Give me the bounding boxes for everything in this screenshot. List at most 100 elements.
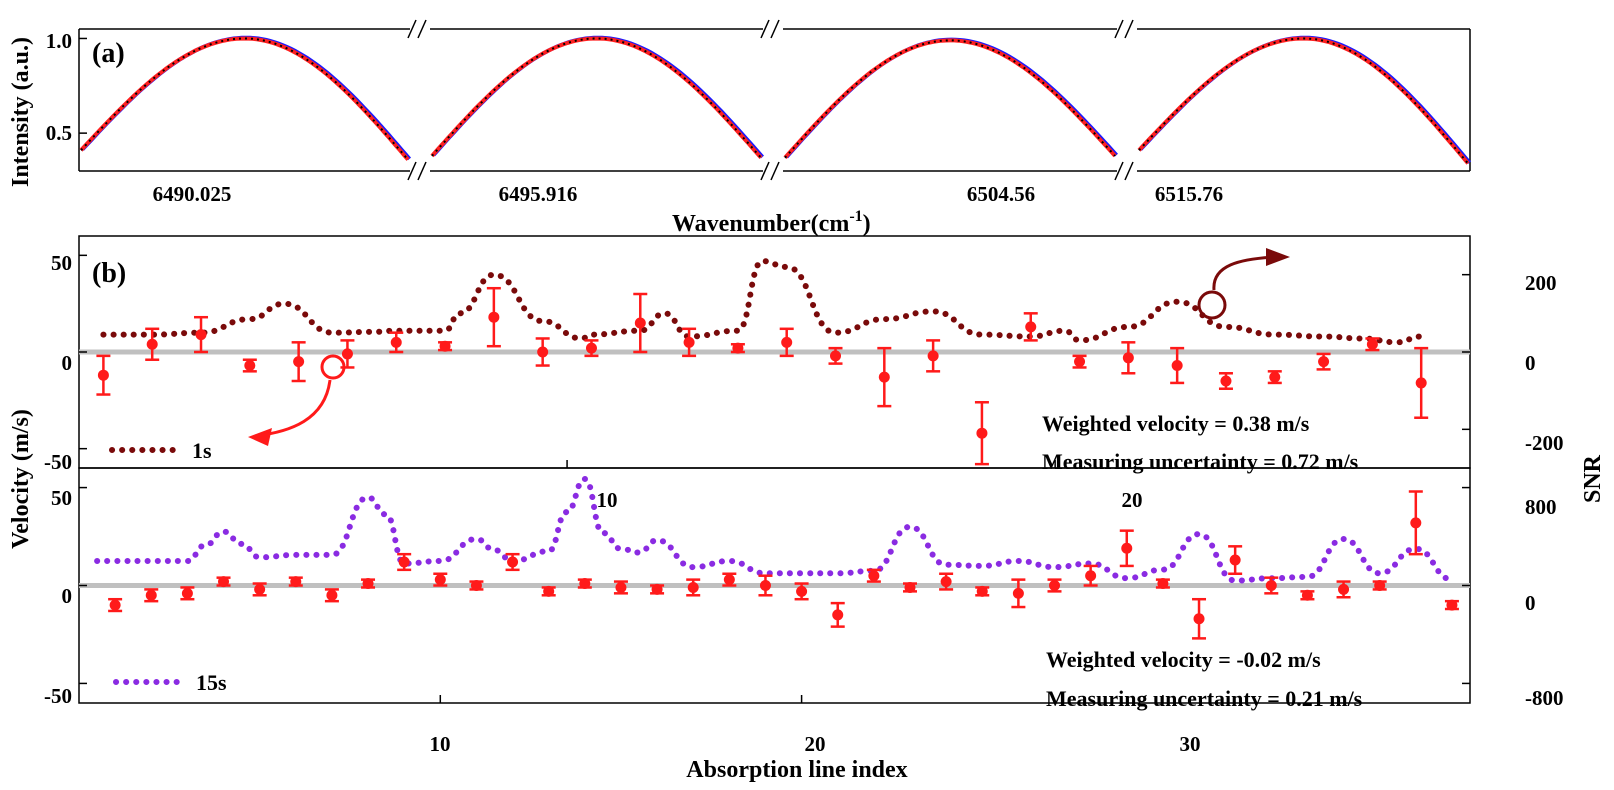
b2-velocity-marker	[1338, 583, 1350, 595]
b2-velocity-marker	[362, 578, 374, 590]
b1-velocity-point	[535, 337, 550, 367]
b2-velocity-point	[1047, 578, 1062, 593]
b1-velocity-marker	[244, 360, 256, 372]
b2-velocity-marker	[579, 578, 591, 590]
b2-velocity-marker	[1157, 578, 1169, 590]
b2-velocity-marker	[290, 576, 302, 588]
b2-velocity-point	[577, 578, 592, 590]
b1-velocity-point	[242, 358, 257, 373]
b2-velocity-marker	[109, 599, 121, 611]
b2-velocity-marker	[543, 585, 555, 597]
b1-velocity-point	[682, 327, 697, 358]
panel-b-bottom-snr-series	[94, 475, 1455, 584]
panel-a-xtick-4: 6515.76	[1155, 182, 1223, 206]
b2-velocity-point	[1228, 545, 1243, 575]
panel-a-xtick-3: 6504.56	[967, 182, 1035, 206]
panel-b-bottom-y2tick-2: 0	[1525, 591, 1536, 615]
b2-velocity-marker	[1193, 613, 1205, 625]
panel-a-axis-break-mark	[760, 161, 770, 181]
panel-b-bottom-measuring-uncertainty: Measuring uncertainty = 0.21 m/s	[1046, 686, 1363, 711]
panel-b-top-ytick-3: -50	[44, 450, 72, 474]
b1-velocity-point	[828, 346, 843, 365]
panel-b-top-y2tick-3: -200	[1525, 431, 1564, 455]
b2-velocity-marker	[254, 583, 266, 595]
b1-velocity-marker	[1220, 375, 1232, 387]
panel-b-bottom-legend: 15s	[113, 670, 227, 695]
panel-a-axis-break-mark	[770, 19, 780, 39]
panel-a-axis-break-mark	[1114, 19, 1124, 39]
panel-b-bottom-ytick-2: 0	[62, 584, 73, 608]
panel-a-blue-curve	[432, 35, 765, 159]
b2-velocity-point	[180, 586, 195, 601]
b2-velocity-marker	[940, 576, 952, 588]
velocity-axis-arrowhead	[248, 428, 272, 446]
b2-velocity-marker	[1301, 589, 1313, 601]
b1-velocity-marker	[293, 356, 305, 368]
panel-b-top-xtick-2: 20	[1122, 488, 1143, 512]
panel-a-dotted-curve	[80, 37, 409, 161]
b2-velocity-point	[1119, 529, 1134, 568]
snr-axis-marker-circle	[1197, 290, 1227, 320]
b1-velocity-point	[1365, 337, 1380, 352]
b1-velocity-marker	[1025, 321, 1037, 333]
b1-velocity-marker	[341, 348, 353, 360]
b2-velocity-marker	[434, 574, 446, 586]
b2-velocity-point	[288, 576, 303, 588]
b2-velocity-marker	[904, 581, 916, 593]
b1-velocity-point	[926, 339, 941, 373]
b2-velocity-marker	[398, 556, 410, 568]
panel-a-ytick-1: 1.0	[46, 29, 72, 53]
b2-velocity-marker	[868, 570, 880, 582]
panel-a-axis-break-mark	[1114, 161, 1124, 181]
b2-velocity-point	[144, 588, 159, 603]
b2-velocity-marker	[181, 587, 193, 599]
b1-velocity-point	[1267, 370, 1282, 385]
panel-a-red-curve	[783, 38, 1117, 160]
b2-velocity-point	[758, 574, 773, 597]
b2-velocity-point	[324, 588, 339, 603]
panel-a-xlabel: Wavenumber(cm-1)	[672, 208, 871, 237]
b2-velocity-marker	[976, 585, 988, 597]
panel-b-bottom-velocity-series	[108, 490, 1459, 640]
panel-a-red-curve	[79, 36, 410, 161]
b2-velocity-point	[1192, 597, 1207, 640]
b2-velocity-marker	[687, 581, 699, 593]
b1-velocity-marker	[1366, 338, 1378, 350]
b2-velocity-point	[650, 583, 665, 595]
b2-velocity-point	[433, 572, 448, 587]
panel-b-top-weighted-velocity: Weighted velocity = 0.38 m/s	[1042, 411, 1310, 436]
b1-velocity-marker	[1415, 377, 1427, 389]
velocity-axis-marker-circle	[320, 354, 346, 380]
b1-velocity-point	[194, 315, 209, 354]
b1-velocity-point	[779, 327, 794, 358]
b2-velocity-point	[722, 572, 737, 587]
b1-velocity-point	[1121, 341, 1136, 375]
panel-a-axis-break-mark	[417, 19, 427, 39]
b2-velocity-point	[1155, 578, 1170, 590]
panel-a-xtick-2: 6495.916	[499, 182, 578, 206]
b1-velocity-point	[1414, 346, 1429, 419]
b1-velocity-point	[291, 341, 306, 383]
panel-b-top-y2tick-1: 200	[1525, 271, 1557, 295]
b1-snr-line	[100, 258, 1425, 346]
b1-velocity-point	[389, 331, 404, 354]
panel-b-bottom-xtick-2: 20	[805, 732, 826, 756]
b1-velocity-point	[96, 354, 111, 396]
b2-velocity-marker	[651, 583, 663, 595]
b2-velocity-marker	[218, 576, 230, 588]
b2-velocity-marker	[796, 585, 808, 597]
b2-velocity-point	[108, 597, 123, 613]
b2-velocity-point	[1300, 589, 1315, 601]
legend-label-1s: 1s	[192, 438, 212, 463]
b2-velocity-point	[939, 572, 954, 591]
b2-velocity-marker	[1229, 554, 1241, 566]
panel-b-top-measuring-uncertainty: Measuring uncertainty = 0.72 m/s	[1042, 449, 1359, 474]
panel-a-ytick-2: 0.5	[46, 121, 72, 145]
b2-velocity-point	[1408, 490, 1423, 556]
panel-b-bottom-axes	[78, 467, 1471, 704]
panel-b-bottom: 50 0 -50 800 0 -800 10 20 30 Absorption …	[44, 467, 1564, 783]
b1-velocity-point	[1023, 312, 1038, 342]
b2-velocity-marker	[832, 609, 844, 621]
b2-velocity-marker	[1049, 580, 1061, 591]
b2-velocity-point	[505, 552, 520, 572]
